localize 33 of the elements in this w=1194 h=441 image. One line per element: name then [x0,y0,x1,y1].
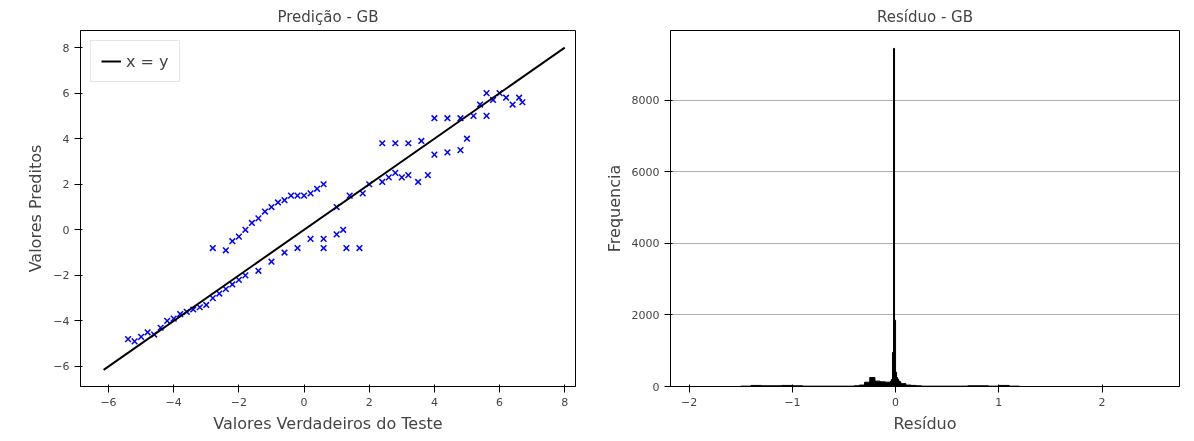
y-tick-label: 8000 [631,94,660,108]
y-tick-label: −4 [53,314,70,328]
chart-title: Resíduo - GB [876,7,974,26]
x-axis-title: Resíduo [893,413,957,433]
y-tick-label: 0 [652,380,660,394]
x-tick-label: −6 [100,395,117,409]
y-tick-label: 0 [62,223,70,237]
legend-label: x = y [126,51,169,71]
y-tick-label: 8 [62,41,70,55]
y-axis-title: Valores Preditos [26,144,46,273]
y-tick-label: 2000 [631,308,660,322]
x-tick-label: 1 [995,395,1003,409]
x-axis-title: Valores Verdadeiros do Teste [213,413,443,433]
y-tick-label: −2 [53,269,70,283]
y-tick-label: 4 [62,132,70,146]
x-tick-label: 2 [1098,395,1106,409]
x-tick-label: −2 [230,395,247,409]
x-tick-label: 4 [430,395,438,409]
y-tick-label: 6 [62,87,70,101]
x-tick-label: −1 [784,395,801,409]
x-tick-label: −2 [680,395,698,409]
x-tick-label: 0 [892,395,900,409]
chart-title: Predição - GB [277,7,379,26]
y-axis-title: Frequencia [604,164,624,253]
x-tick-label: −4 [165,395,182,409]
x-tick-label: 6 [496,395,504,409]
y-tick-label: −6 [53,360,70,374]
y-tick-label: 2 [62,178,70,192]
y-tick-label: 4000 [631,237,660,251]
x-tick-label: 2 [365,395,373,409]
y-tick-label: 6000 [631,165,660,179]
x-tick-label: 0 [300,395,308,409]
x-tick-label: 8 [561,395,569,409]
